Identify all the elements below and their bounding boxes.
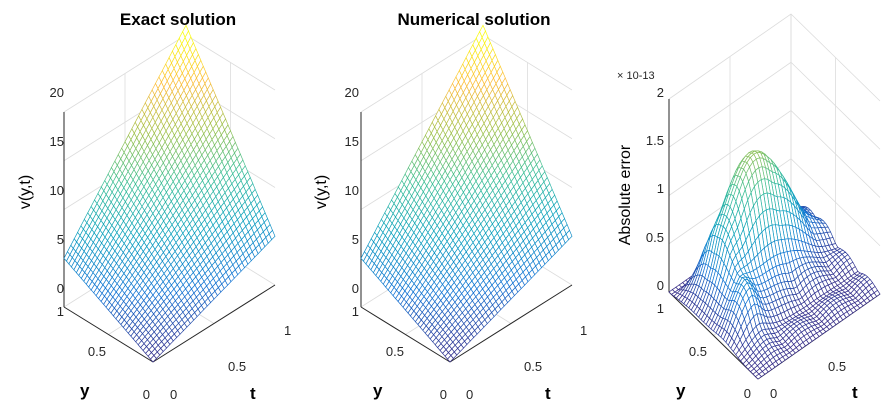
- t-tick-label: 1: [284, 323, 291, 338]
- y-axis-label: y: [676, 381, 686, 400]
- z-tick-label: 1.5: [646, 133, 664, 148]
- y-tick-label: 0: [744, 386, 751, 401]
- y-tick-label: 0: [143, 387, 150, 402]
- t-axis-label: t: [250, 384, 256, 403]
- t-tick-label: 0.5: [524, 359, 542, 374]
- z-tick-label: 5: [352, 232, 359, 247]
- t-tick-label: 0.5: [228, 359, 246, 374]
- y-axis-line: [63, 306, 154, 363]
- t-axis-line: [152, 284, 276, 363]
- z-tick-label: 20: [50, 85, 64, 100]
- t-tick-label: 0: [466, 387, 473, 402]
- t-tick-label: 0.5: [828, 359, 846, 374]
- y-tick-label: 0.5: [88, 344, 106, 359]
- y-tick-label: 0: [440, 387, 447, 402]
- t-tick-label: 0: [770, 386, 777, 401]
- panel-error: × 10-13 0 0.5 1 1.5 2 1 0.5 0 0 0.5 y t …: [617, 13, 881, 402]
- surface-mesh: [63, 24, 276, 363]
- z-tick-label: 2: [657, 85, 664, 100]
- z-axis-label: v(y,t): [17, 175, 34, 209]
- z-tick-label: 0: [657, 278, 664, 293]
- panel-title: Numerical solution: [397, 10, 550, 29]
- t-tick-label: 0: [170, 387, 177, 402]
- t-tick-label: 1: [580, 323, 587, 338]
- t-axis-label: t: [852, 383, 858, 402]
- y-tick-label: 0.5: [689, 344, 707, 359]
- z-axis-label: Absolute error: [617, 144, 634, 245]
- y-tick-label: 1: [657, 301, 664, 316]
- z-tick-label: 1: [657, 181, 664, 196]
- z-tick-label: 10: [345, 183, 359, 198]
- z-tick-label: 10: [50, 183, 64, 198]
- grid-line: [668, 61, 881, 150]
- y-axis-label: y: [80, 381, 90, 400]
- panel-numerical: Numerical solution 0 5 10 15 20 1 0.5 0 …: [313, 10, 587, 403]
- y-tick-label: 1: [57, 304, 64, 319]
- z-tick-label: 15: [345, 134, 359, 149]
- z-tick-label: 20: [345, 85, 359, 100]
- z-tick-label: 5: [57, 232, 64, 247]
- z-exponent-label: × 10-13: [617, 70, 655, 82]
- surface-mesh: [360, 24, 573, 363]
- panel-exact: Exact solution 0 5 10 15 20 1 0.5 0 0 0.…: [17, 10, 291, 403]
- y-axis-label: y: [373, 381, 383, 400]
- grid-line: [668, 13, 881, 102]
- z-axis-label: v(y,t): [313, 175, 330, 209]
- z-tick-label: 0: [57, 281, 64, 296]
- panel-title: Exact solution: [120, 10, 236, 29]
- z-tick-label: 0.5: [646, 230, 664, 245]
- y-tick-label: 0.5: [386, 344, 404, 359]
- t-axis-label: t: [545, 384, 551, 403]
- axes: [63, 112, 276, 363]
- z-tick-label: 0: [352, 281, 359, 296]
- y-tick-label: 1: [352, 304, 359, 319]
- z-tick-label: 15: [50, 134, 64, 149]
